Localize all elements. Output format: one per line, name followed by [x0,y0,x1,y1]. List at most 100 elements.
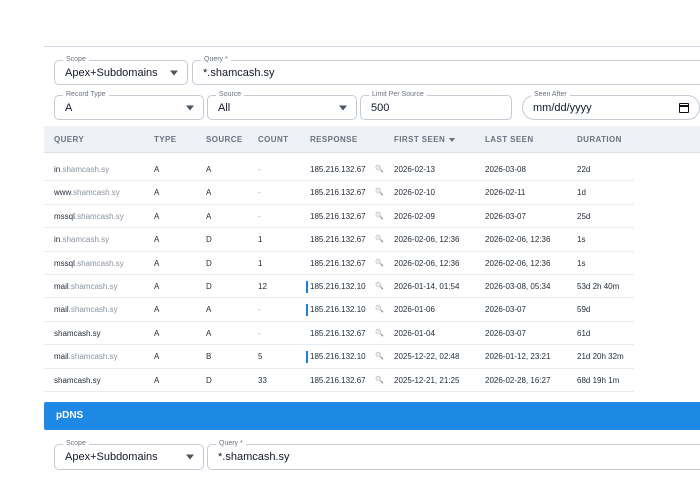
table-row[interactable]: shamcash.sy A D 33 2025-12-21, 21:25 2026-02-… [44,369,634,392]
cell-query: in.shamcash.sy [54,228,109,251]
cell-count: 33 [258,375,267,385]
response-ip: 185.216.132.67 [310,211,366,221]
cell-response[interactable]: 185.216.132.10 [306,345,366,368]
table-row[interactable]: in.shamcash.sy A D 1 2026-02-06, 12:36 2026-0… [44,228,634,252]
cell-response[interactable]: 185.216.132.67 [310,252,366,275]
source-label: Source [216,90,245,100]
query-input[interactable]: Query * *.shamcash.sy [192,55,700,85]
query-value: *.shamcash.sy [203,66,275,79]
record-type-select[interactable]: Record Type A [54,90,204,120]
cell-duration: 1d [577,188,586,198]
cell-duration: 25d [577,211,591,221]
limit-label: Limit Per Source [369,90,427,100]
magnifier-icon[interactable]: 🔍 [375,376,384,384]
table-row[interactable]: mail.shamcash.sy A B 5 2025-12-22, 02:48 2026… [44,345,634,369]
cell-count: 1 [258,258,263,268]
cell-type: A [154,165,160,174]
cell-response[interactable]: 185.216.132.67 [310,205,366,228]
query-host: in [54,235,61,245]
col-count[interactable]: COUNT [258,135,289,144]
query-host: mssql [54,258,75,268]
table-row[interactable]: in.shamcash.sy A A - 2026-02-13 2026-03-08 22d… [44,158,634,182]
cell-first-seen: 2026-01-14, 01:54 [394,281,460,291]
cell-response[interactable]: 185.216.132.67 [310,228,366,251]
table-row[interactable]: mail.shamcash.sy A D 12 2026-01-14, 01:54 202… [44,275,634,299]
caret-down-icon [186,454,194,460]
cell-first-seen: 2026-02-13 [394,165,435,174]
table-header: QUERY TYPE SOURCE COUNT RESPONSE FIRST S… [44,126,700,153]
table-row[interactable]: mail.shamcash.sy A A - 2026-01-06 2026-03-07 5… [44,298,634,322]
response-ip: 185.216.132.67 [310,258,366,268]
cell-first-seen: 2026-02-06, 12:36 [394,258,460,268]
magnifier-icon[interactable]: 🔍 [375,212,384,220]
magnifier-icon[interactable]: 🔍 [375,282,384,290]
response-highlight-bar [306,280,308,293]
cell-response[interactable]: 185.216.132.10 [306,298,366,321]
response-ip: 185.216.132.67 [310,328,366,338]
cell-type: A [154,328,160,338]
seen-after-date-input[interactable]: Seen After mm/dd/yyyy [522,90,700,120]
col-response[interactable]: RESPONSE [310,135,358,144]
cell-last-seen: 2026-03-07 [485,305,526,315]
pdns-query-input[interactable]: Query * *.shamcash.sy [207,439,700,470]
magnifier-icon[interactable]: 🔍 [375,166,384,173]
limit-per-source-input[interactable]: Limit Per Source 500 [360,90,512,120]
cell-query: mssql.shamcash.sy [54,205,124,228]
table-row[interactable]: shamcash.sy A A - 2026-01-04 2026-03-07 61d 185… [44,322,634,346]
scope-label: Scope [63,55,89,65]
cell-query: mssql.shamcash.sy [54,252,124,275]
cell-response[interactable]: 185.216.132.10 [306,275,366,298]
col-last-seen[interactable]: LAST SEEN [485,135,534,144]
query-host: www [54,188,71,198]
query-domain: .shamcash.sy [68,305,118,315]
table-row[interactable]: mssql.shamcash.sy A D 1 2026-02-06, 12:36 202… [44,252,634,275]
cell-source: D [206,258,212,268]
cell-query: in.shamcash.sy [54,158,109,181]
magnifier-icon[interactable]: 🔍 [375,189,384,197]
seen-after-label: Seen After [531,90,570,100]
source-select[interactable]: Source All [207,90,357,120]
response-ip: 185.216.132.67 [310,235,366,245]
col-query[interactable]: QUERY [54,135,85,144]
col-first-seen[interactable]: FIRST SEEN [394,126,456,153]
record-type-label: Record Type [63,90,109,100]
cell-source: A [206,188,212,198]
cell-response[interactable]: 185.216.132.67 [310,322,366,345]
cell-response[interactable]: 185.216.132.67 [310,181,366,204]
cell-last-seen: 2026-03-07 [485,328,526,338]
magnifier-icon[interactable]: 🔍 [375,353,384,361]
magnifier-icon[interactable]: 🔍 [375,306,384,314]
response-ip: 185.216.132.67 [310,165,366,174]
cell-source: D [206,375,212,385]
pdns-scope-value: Apex+Subdomains [65,451,158,463]
col-first-seen-label: FIRST SEEN [394,135,446,144]
source-value: All [218,101,231,114]
magnifier-icon[interactable]: 🔍 [375,259,384,267]
col-source[interactable]: SOURCE [206,135,243,144]
cell-query: www.shamcash.sy [54,181,120,204]
query-domain: .shamcash.sy [60,235,110,245]
cell-duration: 1s [577,258,586,268]
magnifier-icon[interactable]: 🔍 [375,236,384,244]
cell-count: - [258,211,261,221]
response-ip: 185.216.132.10 [310,305,366,315]
cell-response[interactable]: 185.216.132.67 [310,158,366,181]
table-row[interactable]: mssql.shamcash.sy A A - 2026-02-09 2026-03-07… [44,205,634,229]
caret-down-icon [339,105,347,110]
cell-duration: 61d [577,328,591,338]
pdns-scope-label: Scope [63,439,89,449]
magnifier-icon[interactable]: 🔍 [375,329,384,337]
pdns-scope-select[interactable]: Scope Apex+Subdomains [54,439,204,470]
cell-source: B [206,352,212,362]
cell-response[interactable]: 185.216.132.67 [310,369,366,392]
cell-last-seen: 2026-03-08 [485,165,526,174]
table-row[interactable]: www.shamcash.sy A A - 2026-02-10 2026-02-11 1d… [44,181,634,205]
pdns-section-header: pDNS [44,402,700,430]
cell-source: D [206,235,212,245]
scope-select[interactable]: Scope Apex+Subdomains [54,55,188,85]
cell-first-seen: 2026-02-09 [394,211,435,221]
col-duration[interactable]: DURATION [577,135,622,144]
col-type[interactable]: TYPE [154,135,177,144]
calendar-icon[interactable] [679,102,689,113]
response-ip: 185.216.132.67 [310,375,366,385]
